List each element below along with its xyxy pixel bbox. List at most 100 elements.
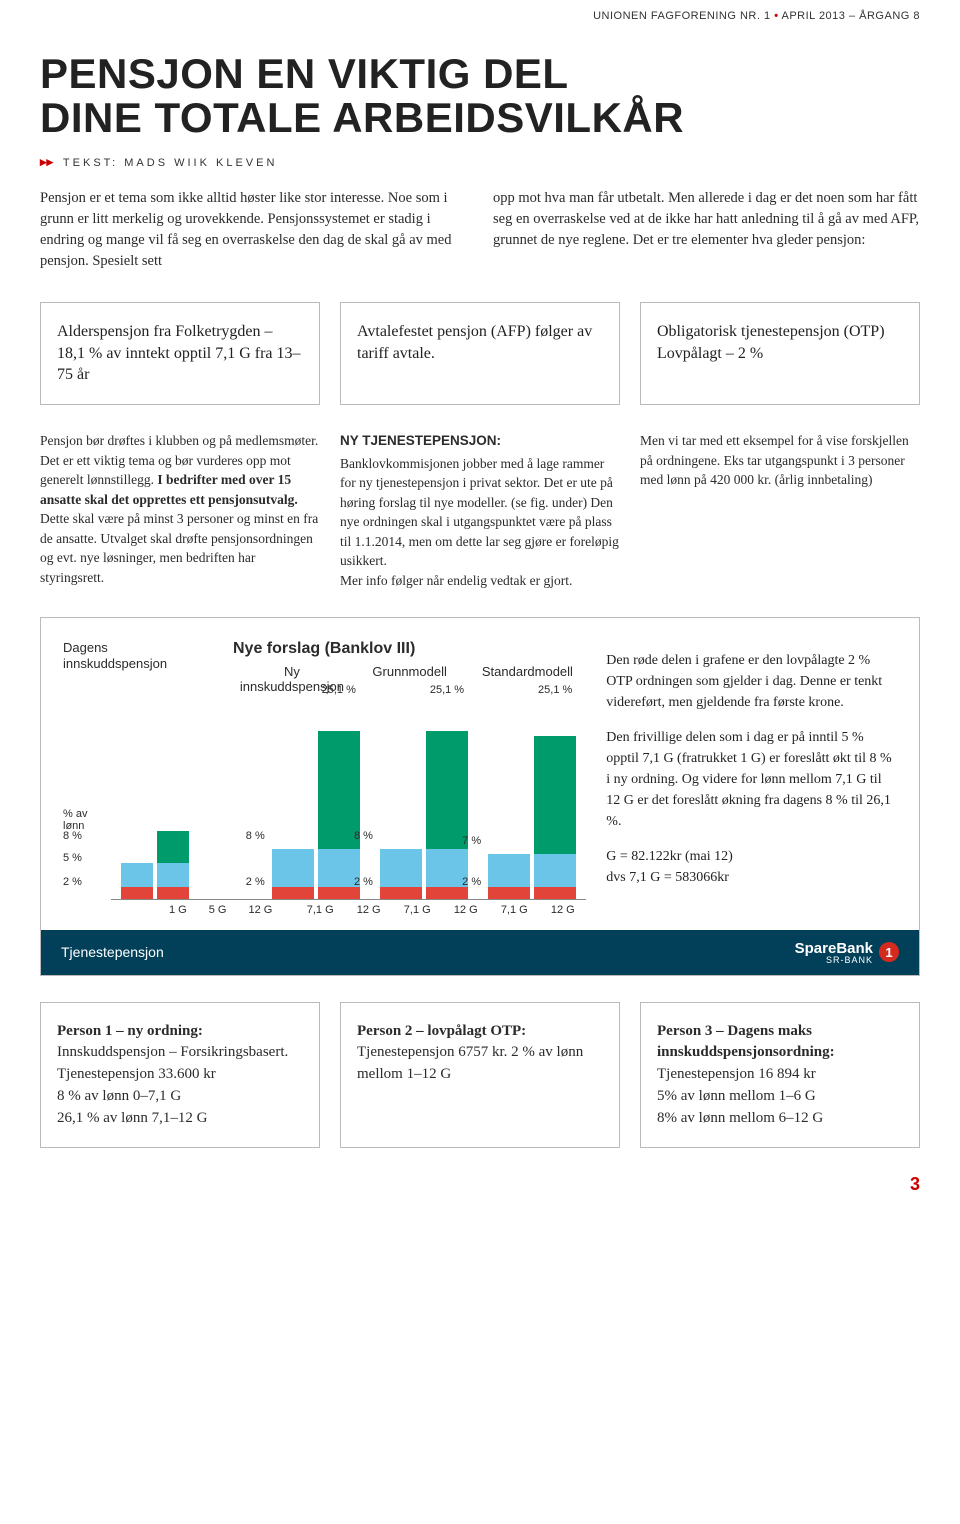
box-afp: Avtalefestet pensjon (AFP) følger av tar… xyxy=(340,302,620,405)
xtick: 7,1 G xyxy=(501,904,528,916)
xtick: 12 G xyxy=(248,904,272,916)
top-25pct: 25,1 % xyxy=(322,684,356,696)
dagens-caption: Dagens innskuddspensjon xyxy=(63,640,193,674)
xtick: 7,1 G xyxy=(404,904,431,916)
body-columns: Pensjon bør drøftes i klubben og på medl… xyxy=(40,431,920,591)
seg-red xyxy=(380,887,422,899)
seg-blue xyxy=(380,849,422,887)
intro-columns: Pensjon er et tema som ikke alltid høste… xyxy=(40,188,920,272)
seg-red xyxy=(534,887,576,899)
seg-green xyxy=(157,831,189,863)
chart-side-text: Den røde delen i grafene er den lovpålag… xyxy=(606,640,897,916)
col2-body: Banklovkommisjonen jobber med å lage ram… xyxy=(340,456,619,588)
side-p3: G = 82.122kr (mai 12) dvs 7,1 G = 583066… xyxy=(606,846,897,888)
bar-ny-left: 8 % 2 % xyxy=(272,700,314,899)
xtick: 12 G xyxy=(454,904,478,916)
header-bullet: • xyxy=(774,10,778,22)
byline-arrows-icon: ▸▸ xyxy=(40,154,53,169)
side-p1: Den røde delen i grafene er den lovpålag… xyxy=(606,650,897,713)
header-left: UNIONEN FAGFORENING NR. 1 xyxy=(593,10,771,22)
intro-col2: opp mot hva man får utbetalt. Men allere… xyxy=(493,188,920,272)
page-number: 3 xyxy=(40,1174,920,1195)
bank-brand: SpareBank SR-BANK 1 xyxy=(795,940,899,965)
xtick: 12 G xyxy=(551,904,575,916)
top-25pct: 25,1 % xyxy=(430,684,464,696)
x-group-grunn: 7,1 G 12 G xyxy=(392,904,489,916)
byline-text: TEKST: MADS WIIK KLEVEN xyxy=(63,157,277,169)
bank-name: SpareBank xyxy=(795,940,873,957)
bar-ny-right: 25,1 % xyxy=(318,700,360,899)
ytick-5: 5 % xyxy=(63,852,82,864)
ytick-8: 8 % xyxy=(63,830,82,842)
chart-footer: Tjenestepensjon SpareBank SR-BANK 1 xyxy=(41,930,919,975)
lbl-2pct: 2 % xyxy=(246,876,265,888)
byline: ▸▸ TEKST: MADS WIIK KLEVEN xyxy=(40,154,920,170)
top-25pct: 25,1 % xyxy=(538,684,572,696)
intro-col1: Pensjon er et tema som ikke alltid høste… xyxy=(40,188,467,272)
chart-group-title: Nye forslag (Banklov III) xyxy=(233,640,586,658)
bar-grunn-left: 8 % 2 % xyxy=(380,700,422,899)
person-box-1: Person 1 – ny ordning: Innskuddspensjon … xyxy=(40,1002,320,1149)
chart-left: Nye forslag (Banklov III) Ny innskuddspe… xyxy=(63,640,586,916)
bar-dagens-right xyxy=(157,700,189,899)
p1-title: Person 1 – ny ordning: xyxy=(57,1023,203,1039)
person-box-2: Person 2 – lovpålagt OTP: Tjenestepensjo… xyxy=(340,1002,620,1149)
chart-body: Nye forslag (Banklov III) Ny innskuddspe… xyxy=(41,618,919,930)
seg-red xyxy=(121,887,153,899)
seg-red xyxy=(157,887,189,899)
header-right: APRIL 2013 – ÅRGANG 8 xyxy=(782,10,921,22)
ytick-2: 2 % xyxy=(63,876,82,888)
chart-group-std: 7 % 2 % 25,1 % xyxy=(478,700,586,900)
body-col2: NY TJENESTEPENSJON: Banklovkommisjonen j… xyxy=(340,431,620,591)
body-col3: Men vi tar med ett eksempel for å vise f… xyxy=(640,431,920,591)
x-labels: 1 G 5 G 12 G 7,1 G 12 G 7,1 G 12 G 7,1 G… xyxy=(63,904,586,916)
chart-group-ny: 8 % 2 % 25,1 % xyxy=(262,700,370,900)
page-title: PENSJON EN VIKTIG DEL DINE TOTALE ARBEID… xyxy=(40,52,920,140)
element-boxes: Alderspensjon fra Folketrygden – 18,1 % … xyxy=(40,302,920,405)
lbl-7pct: 7 % xyxy=(462,835,481,847)
chart-group-grunn: 8 % 2 % 25,1 % xyxy=(370,700,478,900)
bar-grunn-right: 25,1 % xyxy=(426,700,468,899)
person-box-3: Person 3 – Dagens maks innskuddspensjons… xyxy=(640,1002,920,1149)
side-p2: Den frivillige delen som i dag er på inn… xyxy=(606,727,897,832)
xtick: 12 G xyxy=(357,904,381,916)
x-group-dagens: 1 G 5 G 12 G xyxy=(111,904,295,916)
seg-green xyxy=(534,736,576,854)
footer-left: Tjenestepensjon xyxy=(61,944,164,960)
chart-area: Dagens innskuddspensjon % av lønn 8 % 5 … xyxy=(63,700,586,900)
person-row: Person 1 – ny ordning: Innskuddspensjon … xyxy=(40,1002,920,1149)
x-group-std: 7,1 G 12 G xyxy=(489,904,586,916)
chart-subheads: Ny innskuddspensjon Grunnmodell Standard… xyxy=(233,664,586,694)
bar-dagens-left xyxy=(121,700,153,899)
bank-logo-icon: 1 xyxy=(879,942,899,962)
title-line2: DINE TOTALE ARBEIDSVILKÅR xyxy=(40,94,684,141)
seg-blue xyxy=(534,854,576,887)
lbl-8pct: 8 % xyxy=(246,830,265,842)
box-otp: Obligatorisk tjenestepensjon (OTP) Lovpå… xyxy=(640,302,920,405)
xtick: 7,1 G xyxy=(307,904,334,916)
title-line1: PENSJON EN VIKTIG DEL xyxy=(40,50,569,97)
seg-blue xyxy=(157,863,189,887)
xtick: 5 G xyxy=(209,904,227,916)
seg-blue xyxy=(272,849,314,887)
col2-heading: NY TJENESTEPENSJON: xyxy=(340,431,620,451)
lbl-2pct: 2 % xyxy=(354,876,373,888)
seg-red xyxy=(426,887,468,899)
lbl-8pct: 8 % xyxy=(354,830,373,842)
y-axis-label: % av lønn xyxy=(63,808,111,832)
body-col1: Pensjon bør drøftes i klubben og på medl… xyxy=(40,431,320,591)
p3-body: Tjenestepensjon 16 894 kr 5% av lønn mel… xyxy=(657,1066,823,1126)
bar-std-right: 25,1 % xyxy=(534,700,576,899)
lbl-2pct: 2 % xyxy=(462,876,481,888)
xtick: 1 G xyxy=(169,904,187,916)
seg-green xyxy=(426,731,468,849)
p2-title: Person 2 – lovpålagt OTP: xyxy=(357,1023,526,1039)
y-labels: Dagens innskuddspensjon % av lønn 8 % 5 … xyxy=(63,700,111,900)
publication-header: UNIONEN FAGFORENING NR. 1 • APRIL 2013 –… xyxy=(40,0,920,52)
seg-red xyxy=(272,887,314,899)
p3-title: Person 3 – Dagens maks innskuddspensjons… xyxy=(657,1023,835,1061)
bar-std-left: 7 % 2 % xyxy=(488,700,530,899)
chart-panel: Nye forslag (Banklov III) Ny innskuddspe… xyxy=(40,617,920,976)
col1-part-c: Dette skal være på minst 3 personer og m… xyxy=(40,511,318,585)
seg-blue xyxy=(121,863,153,887)
